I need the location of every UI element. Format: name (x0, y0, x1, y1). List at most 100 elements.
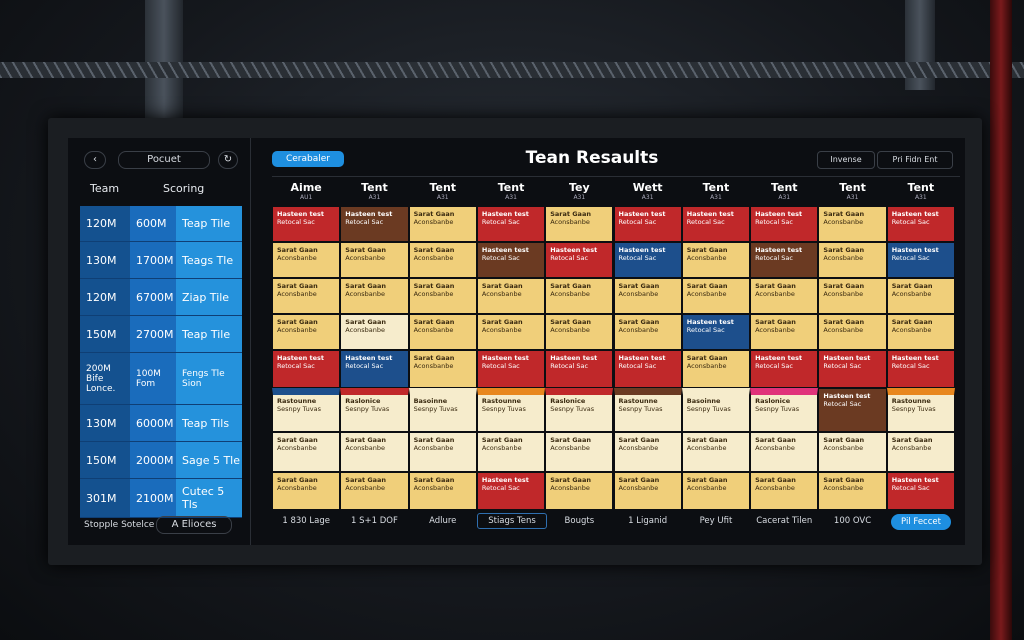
result-cell[interactable]: Hasteen test Retocal Sac (613, 242, 682, 278)
result-cell[interactable]: Sarat Gaan Aconsbanbe (340, 242, 409, 278)
result-cell[interactable]: Sarat Gaan Aconsbanbe (272, 472, 341, 510)
footer-tab[interactable]: 1 Liganid (628, 516, 668, 526)
result-cell[interactable]: Sarat Gaan Aconsbanbe (750, 472, 819, 510)
result-cell[interactable]: Hasteen test Retocal Sac (886, 350, 955, 388)
result-cell[interactable]: Hasteen test Retocal Sac (476, 472, 546, 510)
refresh-button[interactable]: ↻ (218, 151, 238, 169)
result-cell[interactable]: Hasteen test Retocal Sac (476, 206, 546, 242)
result-cell[interactable]: Sarat Gaan Aconsbanbe (545, 432, 614, 472)
result-cell[interactable]: Hasteen test Retocal Sac (681, 314, 751, 350)
filter-dropdown[interactable]: Pri Fidn Ent (877, 151, 953, 169)
result-cell[interactable]: Sarat Gaan Aconsbanbe (408, 242, 477, 278)
footer-tab[interactable]: 1 830 Lage (282, 516, 330, 526)
result-cell[interactable]: Sarat Gaan Aconsbanbe (818, 278, 887, 314)
sidebar-row[interactable]: 150M 2700M Teap Tile (80, 316, 242, 353)
result-cell[interactable]: Sarat Gaan Aconsbanbe (818, 314, 887, 350)
back-button[interactable]: ‹ (84, 151, 106, 169)
footer-tab[interactable]: 1 S+1 DOF (351, 516, 398, 526)
result-cell[interactable]: Hasteen test Retocal Sac (750, 206, 819, 242)
action-button[interactable]: Pil Feccet (891, 514, 951, 530)
footer-tab[interactable]: Stiags Tens (476, 513, 548, 529)
sidebar-title[interactable]: Pocuet (118, 151, 210, 169)
sidebar-row[interactable]: 120M 600M Teap Tile (80, 206, 242, 242)
footer-tab[interactable]: Adlure (429, 516, 457, 526)
result-cell[interactable]: Hasteen test Retocal Sac (613, 350, 682, 388)
sidebar-row[interactable]: 120M 6700M Ziap Tile (80, 279, 242, 316)
result-cell[interactable]: Basoinne Sesnpy Tuvas (681, 388, 751, 432)
result-cell[interactable]: Sarat Gaan Aconsbanbe (613, 432, 682, 472)
result-cell[interactable]: Rastounne Sesnpy Tuvas (476, 388, 546, 432)
sidebar-row[interactable]: 301M 2100M Cutec 5 Tls (80, 479, 242, 518)
result-cell[interactable]: Hasteen test Retocal Sac (886, 242, 955, 278)
sidebar-row[interactable]: 150M 2000M Sage 5 Tle (80, 442, 242, 479)
result-cell[interactable]: Rastounne Sesnpy Tuvas (613, 388, 682, 432)
result-cell[interactable]: Hasteen test Retocal Sac (476, 242, 546, 278)
result-cell[interactable]: Raslonice Sesnpy Tuvas (340, 388, 409, 432)
result-cell[interactable]: Sarat Gaan Aconsbanbe (408, 472, 477, 510)
result-cell[interactable]: Sarat Gaan Aconsbanbe (476, 314, 546, 350)
result-cell[interactable]: Sarat Gaan Aconsbanbe (340, 432, 409, 472)
result-cell[interactable]: Sarat Gaan Aconsbanbe (681, 242, 751, 278)
result-cell[interactable]: Sarat Gaan Aconsbanbe (818, 206, 887, 242)
result-cell[interactable]: Sarat Gaan Aconsbanbe (818, 432, 887, 472)
result-cell[interactable]: Raslonice Sesnpy Tuvas (750, 388, 819, 432)
result-cell[interactable]: Hasteen test Retocal Sac (750, 350, 819, 388)
result-cell[interactable]: Hasteen test Retocal Sac (272, 206, 341, 242)
result-cell[interactable]: Sarat Gaan Aconsbanbe (545, 206, 614, 242)
primary-button[interactable]: Cerabaler (272, 151, 344, 167)
result-cell[interactable]: Hasteen test Retocal Sac (545, 350, 614, 388)
result-cell[interactable]: Sarat Gaan Aconsbanbe (408, 314, 477, 350)
sidebar-button[interactable]: A Elioces (156, 516, 232, 534)
result-cell[interactable]: Sarat Gaan Aconsbanbe (340, 278, 409, 314)
result-cell[interactable]: Sarat Gaan Aconsbanbe (272, 432, 341, 472)
result-cell[interactable]: Sarat Gaan Aconsbanbe (818, 472, 887, 510)
result-cell[interactable]: Sarat Gaan Aconsbanbe (272, 278, 341, 314)
result-cell[interactable]: Hasteen test Retocal Sac (818, 350, 887, 388)
result-cell[interactable]: Sarat Gaan Aconsbanbe (476, 432, 546, 472)
result-cell[interactable]: Hasteen test Retocal Sac (476, 350, 546, 388)
footer-tab[interactable]: Pey Ufit (699, 516, 733, 526)
result-cell[interactable]: Hasteen test Retocal Sac (886, 472, 955, 510)
result-cell[interactable]: Rastounne Sesnpy Tuvas (272, 388, 341, 432)
result-cell[interactable]: Hasteen test Retocal Sac (681, 206, 751, 242)
result-cell[interactable]: Sarat Gaan Aconsbanbe (408, 350, 477, 388)
result-cell[interactable]: Sarat Gaan Aconsbanbe (545, 278, 614, 314)
result-cell[interactable]: Sarat Gaan Aconsbanbe (340, 472, 409, 510)
footer-tab[interactable]: Bougts (564, 516, 595, 526)
filter-dropdown[interactable]: Invense (817, 151, 875, 169)
result-cell[interactable]: Hasteen test Retocal Sac (340, 206, 409, 242)
result-cell[interactable]: Hasteen test Retocal Sac (340, 350, 409, 388)
result-cell[interactable]: Sarat Gaan Aconsbanbe (613, 278, 682, 314)
result-cell[interactable]: Sarat Gaan Aconsbanbe (613, 314, 682, 350)
result-cell[interactable]: Sarat Gaan Aconsbanbe (408, 432, 477, 472)
result-cell[interactable]: Sarat Gaan Aconsbanbe (681, 472, 751, 510)
result-cell[interactable]: Sarat Gaan Aconsbanbe (545, 314, 614, 350)
result-cell[interactable]: Sarat Gaan Aconsbanbe (681, 278, 751, 314)
result-cell[interactable]: Sarat Gaan Aconsbanbe (750, 278, 819, 314)
result-cell[interactable]: Raslonice Sesnpy Tuvas (545, 388, 614, 432)
result-cell[interactable]: Sarat Gaan Aconsbanbe (886, 314, 955, 350)
sidebar-row[interactable]: 130M 6000M Teap Tils (80, 405, 242, 442)
result-cell[interactable]: Sarat Gaan Aconsbanbe (750, 314, 819, 350)
result-cell[interactable]: Hasteen test Retocal Sac (272, 350, 341, 388)
result-cell[interactable]: Sarat Gaan Aconsbanbe (408, 278, 477, 314)
result-cell[interactable]: Sarat Gaan Aconsbanbe (681, 432, 751, 472)
result-cell[interactable]: Hasteen test Retocal Sac (818, 388, 887, 432)
result-cell[interactable]: Sarat Gaan Aconsbanbe (408, 206, 477, 242)
result-cell[interactable]: Sarat Gaan Aconsbanbe (476, 278, 546, 314)
result-cell[interactable]: Sarat Gaan Aconsbanbe (681, 350, 751, 388)
sidebar-row[interactable]: 200M Bife Lonce. 100M Fom Fengs Tle Sion (80, 353, 242, 405)
result-cell[interactable]: Sarat Gaan Aconsbanbe (340, 314, 409, 350)
sidebar-row[interactable]: 130M 1700M Teags Tle (80, 242, 242, 279)
result-cell[interactable]: Sarat Gaan Aconsbanbe (613, 472, 682, 510)
footer-tab[interactable]: Cacerat Tilen (756, 516, 813, 526)
result-cell[interactable]: Sarat Gaan Aconsbanbe (545, 472, 614, 510)
result-cell[interactable]: Sarat Gaan Aconsbanbe (886, 432, 955, 472)
result-cell[interactable]: Hasteen test Retocal Sac (545, 242, 614, 278)
result-cell[interactable]: Basoinne Sesnpy Tuvas (408, 388, 477, 432)
result-cell[interactable]: Sarat Gaan Aconsbanbe (272, 314, 341, 350)
result-cell[interactable]: Hasteen test Retocal Sac (613, 206, 682, 242)
result-cell[interactable]: Rastounne Sesnpy Tuvas (886, 388, 955, 432)
result-cell[interactable]: Sarat Gaan Aconsbanbe (886, 278, 955, 314)
footer-tab[interactable]: 100 OVC (833, 516, 872, 526)
